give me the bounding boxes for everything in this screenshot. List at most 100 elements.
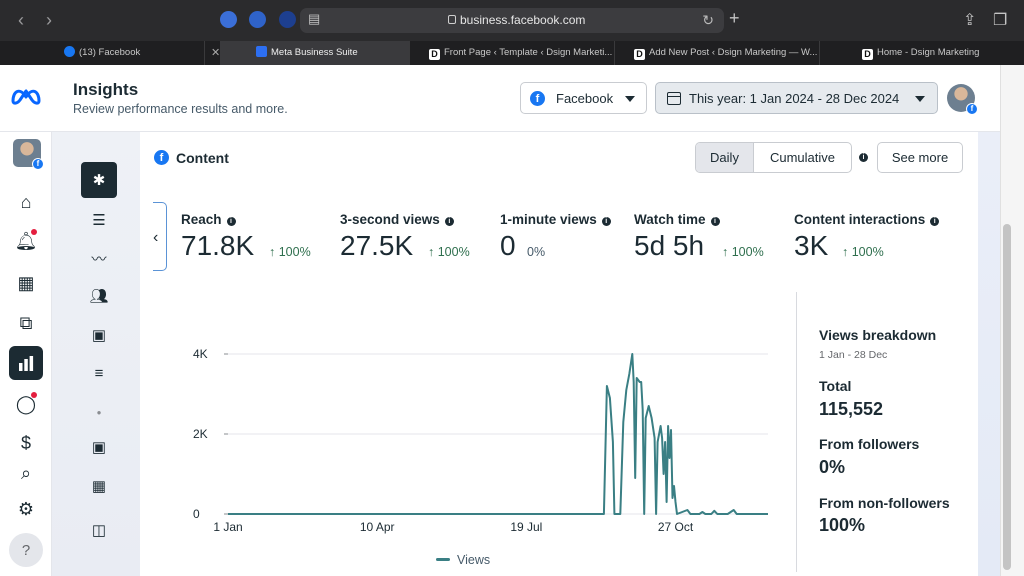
content-icon[interactable]: ⧉	[19, 312, 33, 333]
metric-reach[interactable]: Reach i 71.8K ↑ 100%	[181, 212, 311, 261]
metric-value: 27.5K	[340, 230, 414, 261]
separator-dot-icon: ●	[96, 407, 102, 417]
metric-content-interactions[interactable]: Content interactions i 3K ↑ 100%	[794, 212, 940, 261]
search-list-icon[interactable]: ≡	[94, 364, 104, 382]
cumulative-button[interactable]: Cumulative	[769, 150, 836, 165]
trends-icon[interactable]: 〰	[91, 250, 107, 268]
close-tab-icon[interactable]: ✕	[211, 47, 221, 59]
account-avatar[interactable]: f	[13, 139, 44, 170]
views-line-chart: 0 2K 4K 1 Jan 10 Apr 19 Jul 27 Oct	[193, 347, 768, 534]
tab-add-new-post[interactable]: D Add New Post ‹ Dsign Marketing — W...	[615, 41, 820, 65]
total-label: Total	[819, 378, 852, 394]
extension-icon[interactable]	[249, 11, 266, 28]
tab-label: Home - Dsign Marketing	[877, 47, 980, 58]
see-more-button[interactable]: See more	[877, 142, 963, 173]
scrollbar-thumb[interactable]	[1003, 224, 1011, 570]
x-tick-label: 10 Apr	[360, 520, 395, 534]
planner-icon[interactable]: ▦	[17, 272, 35, 293]
back-icon[interactable]: ‹	[18, 10, 24, 30]
forward-icon[interactable]: ›	[46, 10, 52, 30]
home-icon[interactable]: ⌂	[20, 191, 32, 212]
metric-change: ↑ 100%	[428, 245, 470, 259]
metric-scroll-left[interactable]: ‹	[153, 202, 167, 271]
notification-dot	[31, 392, 37, 398]
address-bar[interactable]: ▤ business.facebook.com ↻	[300, 8, 724, 33]
info-icon[interactable]: i	[710, 217, 720, 226]
y-tick-label: 2K	[193, 427, 208, 441]
x-tick-label: 27 Oct	[658, 520, 694, 534]
facebook-badge-icon: f	[32, 158, 44, 170]
followers-label: From followers	[819, 436, 920, 452]
meta-logo-icon[interactable]	[10, 85, 42, 105]
info-icon[interactable]: i	[859, 153, 868, 162]
section-title: Content	[176, 150, 229, 166]
inbox-icon[interactable]: ◯	[15, 392, 37, 414]
site-favicon-icon: D	[862, 49, 873, 60]
metric-1-minute-views[interactable]: 1-minute views i 0 0%	[500, 212, 611, 261]
share-icon[interactable]: ⇪	[963, 12, 977, 29]
content-insights-icon[interactable]: ▣	[91, 327, 107, 344]
page-menu-icon[interactable]: ▤	[308, 11, 321, 26]
tab-label: Meta Business Suite	[271, 47, 358, 58]
info-icon[interactable]: i	[226, 217, 236, 226]
tab-label: (13) Facebook	[79, 47, 141, 58]
metric-change: ↑ 100%	[269, 245, 311, 259]
y-tick-label: 4K	[193, 347, 208, 361]
nonfollowers-label: From non-followers	[819, 495, 950, 511]
facebook-favicon-icon	[64, 46, 75, 57]
info-icon[interactable]: i	[930, 217, 940, 226]
new-tab-icon[interactable]: +	[729, 8, 740, 28]
media-icon[interactable]: ▣	[91, 439, 107, 456]
breakdown-title: Views breakdown	[819, 327, 937, 343]
ads-icon[interactable]: $	[20, 432, 31, 453]
metric-label: Reach	[181, 212, 222, 227]
right-margin	[978, 132, 1000, 576]
legend-label: Views	[457, 553, 491, 567]
info-icon[interactable]: i	[444, 217, 454, 226]
notifications-icon[interactable]: 🔔︎	[14, 229, 38, 251]
info-icon[interactable]: i	[601, 217, 611, 226]
tab-meta-business-suite[interactable]: Meta Business Suite	[220, 41, 410, 65]
results-list-icon[interactable]: ☰	[92, 212, 106, 229]
profile-avatar[interactable]: f	[947, 84, 978, 115]
table-icon[interactable]: ▦	[91, 478, 107, 495]
breakdown-range: 1 Jan - 28 Dec	[819, 349, 888, 361]
tab-front-page[interactable]: D Front Page ‹ Template ‹ Dsign Marketi..…	[410, 41, 615, 65]
y-tick-label: 0	[193, 507, 200, 521]
daily-button[interactable]: Daily	[696, 143, 754, 172]
help-icon[interactable]: ?	[9, 533, 43, 567]
nonfollowers-value: 100%	[819, 515, 866, 535]
chevron-down-icon	[625, 96, 635, 102]
tab-facebook[interactable]: (13) Facebook	[0, 41, 205, 65]
metric-label: Content interactions	[794, 212, 926, 227]
facebook-badge-icon: f	[966, 103, 978, 115]
tabs-overview-icon[interactable]: ❐	[993, 12, 1008, 29]
search-icon[interactable]: ⌕	[20, 462, 32, 483]
tab-home[interactable]: D Home - Dsign Marketing	[820, 41, 1024, 65]
site-favicon-icon: D	[429, 49, 440, 60]
date-range-dropdown[interactable]: This year: 1 Jan 2024 - 28 Dec 2024	[655, 82, 938, 114]
metric-label: Watch time	[634, 212, 706, 227]
extension-icon[interactable]	[220, 11, 237, 28]
lock-icon	[448, 15, 456, 24]
insights-icon[interactable]	[9, 346, 43, 380]
legend-swatch	[436, 558, 450, 561]
url-text: business.facebook.com	[460, 13, 586, 27]
platform-dropdown-label: Facebook	[556, 91, 614, 106]
meta-favicon-icon	[256, 46, 267, 57]
series-line-views	[228, 353, 768, 515]
extension-icon[interactable]	[279, 11, 296, 28]
tab-bar: (13) Facebook ✕ Meta Business Suite D Fro…	[0, 41, 1024, 65]
audience-icon[interactable]: 👥︎	[89, 288, 109, 305]
metric-watch-time[interactable]: Watch time i 5d 5h ↑ 100%	[634, 212, 764, 261]
overview-icon[interactable]: ✱	[81, 162, 117, 198]
metric-3-second-views[interactable]: 3-second views i 27.5K ↑ 100%	[340, 212, 470, 261]
view-toggle: Daily Cumulative	[695, 142, 852, 173]
platform-dropdown[interactable]: f Facebook	[520, 82, 647, 114]
chevron-left-icon: ‹	[153, 229, 159, 246]
app-header: Insights Review performance results and …	[0, 65, 1000, 132]
calendar-icon	[667, 92, 681, 105]
panel-icon[interactable]: ◫	[91, 522, 107, 539]
settings-gear-icon[interactable]: ⚙	[17, 498, 35, 519]
reload-icon[interactable]: ↻	[702, 12, 714, 28]
